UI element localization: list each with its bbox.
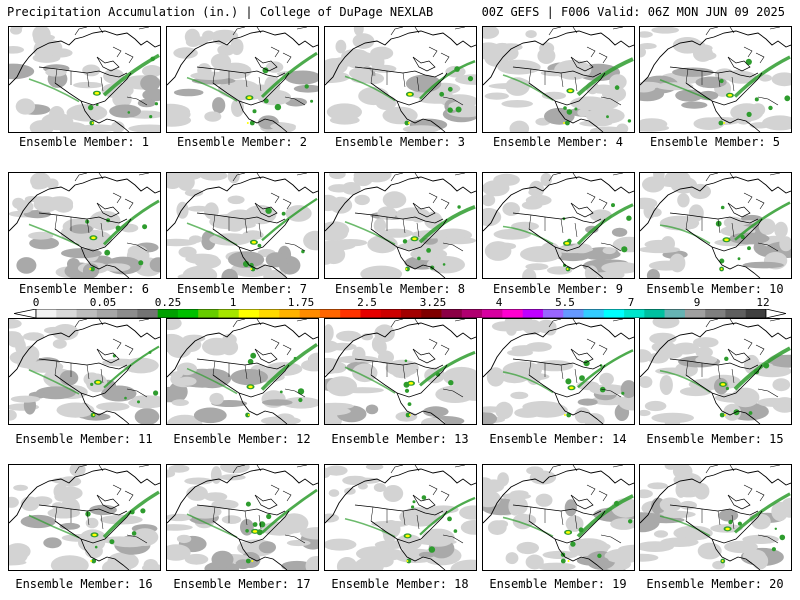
colorbar-segment <box>198 309 219 318</box>
colorbar-tick-label: 1.75 <box>287 296 315 309</box>
ensemble-member-label: Ensemble Member: 6 <box>18 282 150 296</box>
ensemble-member-map <box>639 464 792 571</box>
ensemble-member-map <box>166 464 319 571</box>
colorbar-segment <box>461 309 483 318</box>
colorbar-tick-label: 2.5 <box>357 296 377 309</box>
colorbar-segment <box>299 309 321 318</box>
ensemble-member-map <box>482 318 635 425</box>
ensemble-member-label: Ensemble Member: 11 <box>15 432 153 446</box>
colorbar-segment <box>441 309 463 318</box>
ensemble-member-label: Ensemble Member: 4 <box>492 135 624 149</box>
colorbar-segment <box>340 309 361 318</box>
ensemble-member-map <box>8 464 161 571</box>
ensemble-member-label: Ensemble Member: 20 <box>646 577 784 591</box>
ensemble-member-label: Ensemble Member: 12 <box>173 432 311 446</box>
colorbar-segment <box>401 309 422 318</box>
ensemble-member-label: Ensemble Member: 17 <box>173 577 311 591</box>
ensemble-member-label: Ensemble Member: 13 <box>331 432 469 446</box>
colorbar-segment <box>177 309 199 318</box>
header-title: Precipitation Accumulation (in.) | Colle… <box>7 5 434 19</box>
ensemble-member-label: Ensemble Member: 5 <box>649 135 781 149</box>
colorbar-max-arrow <box>765 309 786 318</box>
colorbar-segment <box>319 309 341 318</box>
colorbar-segment <box>117 309 138 318</box>
ensemble-member-map <box>166 318 319 425</box>
ensemble-member-map <box>639 26 792 133</box>
colorbar-segment <box>684 309 706 318</box>
ensemble-member-map <box>324 318 477 425</box>
ensemble-member-label: Ensemble Member: 19 <box>489 577 627 591</box>
colorbar-segment <box>522 309 544 318</box>
ensemble-member-map <box>639 318 792 425</box>
colorbar-segment <box>218 309 240 318</box>
ensemble-member-label: Ensemble Member: 7 <box>176 282 308 296</box>
header-valid-time: 00Z GEFS | F006 Valid: 06Z MON JUN 09 20… <box>481 5 785 19</box>
colorbar-tick-label: 0.25 <box>154 296 182 309</box>
colorbar-tick-label: 7 <box>627 296 635 309</box>
colorbar-segment <box>705 309 726 318</box>
colorbar-segment <box>76 309 98 318</box>
colorbar-segment <box>259 309 280 318</box>
colorbar-segment <box>725 309 747 318</box>
ensemble-member-label: Ensemble Member: 15 <box>646 432 784 446</box>
ensemble-member-map <box>324 26 477 133</box>
ensemble-member-label: Ensemble Member: 3 <box>334 135 466 149</box>
ensemble-member-map <box>324 464 477 571</box>
colorbar-tick-label: 0.05 <box>89 296 117 309</box>
ensemble-member-label: Ensemble Member: 14 <box>489 432 627 446</box>
colorbar-segment <box>745 309 767 318</box>
colorbar-segment <box>56 309 77 318</box>
colorbar-tick-label: 0 <box>32 296 40 309</box>
ensemble-member-map <box>324 172 477 279</box>
colorbar-segment <box>502 309 523 318</box>
precip-colorbar <box>14 309 786 318</box>
colorbar-segment <box>238 309 260 318</box>
colorbar-segment <box>542 309 564 318</box>
ensemble-member-label: Ensemble Member: 16 <box>15 577 153 591</box>
colorbar-segment <box>380 309 402 318</box>
colorbar-segment <box>360 309 382 318</box>
colorbar-segment <box>482 309 503 318</box>
ensemble-member-map <box>8 172 161 279</box>
colorbar-segment <box>279 309 300 318</box>
colorbar-min-arrow <box>14 309 37 318</box>
colorbar-tick-label: 12 <box>756 296 770 309</box>
colorbar-tick-label: 3.25 <box>419 296 447 309</box>
ensemble-member-map <box>482 172 635 279</box>
colorbar-segment <box>157 309 179 318</box>
colorbar-segment <box>96 309 118 318</box>
colorbar-segment <box>603 309 625 318</box>
colorbar-segment <box>644 309 665 318</box>
ensemble-member-map <box>166 26 319 133</box>
colorbar-segment <box>137 309 158 318</box>
ensemble-member-map <box>482 464 635 571</box>
ensemble-member-label: Ensemble Member: 2 <box>176 135 308 149</box>
colorbar-segment <box>36 309 57 318</box>
colorbar-tick-label: 9 <box>693 296 701 309</box>
colorbar-tick-label: 4 <box>495 296 503 309</box>
ensemble-member-label: Ensemble Member: 9 <box>492 282 624 296</box>
colorbar-segment <box>583 309 605 318</box>
ensemble-member-map <box>8 318 161 425</box>
colorbar-segment <box>563 309 584 318</box>
ensemble-member-label: Ensemble Member: 18 <box>331 577 469 591</box>
colorbar-segment <box>664 309 686 318</box>
ensemble-member-label: Ensemble Member: 10 <box>646 282 784 296</box>
colorbar-segment <box>624 309 645 318</box>
colorbar-tick-label: 1 <box>229 296 237 309</box>
ensemble-member-map <box>166 172 319 279</box>
ensemble-member-label: Ensemble Member: 8 <box>334 282 466 296</box>
ensemble-member-map <box>639 172 792 279</box>
colorbar-tick-label: 5.5 <box>555 296 575 309</box>
ensemble-member-map <box>8 26 161 133</box>
colorbar-segment <box>421 309 442 318</box>
ensemble-member-map <box>482 26 635 133</box>
ensemble-member-label: Ensemble Member: 1 <box>18 135 150 149</box>
